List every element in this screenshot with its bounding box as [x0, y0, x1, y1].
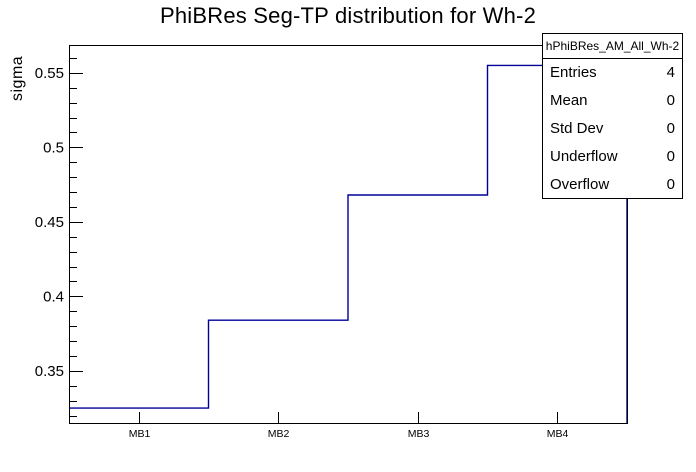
x-tick-label: MB3	[408, 428, 430, 440]
stats-rows: Entries 4 Mean 0 Std Dev 0 Underflow 0 O…	[543, 59, 682, 198]
stats-box: hPhiBRes_AM_All_Wh-2 Entries 4 Mean 0 St…	[542, 33, 683, 199]
y-tick-label: 0.45	[35, 214, 64, 231]
stats-row-entries: Entries 4	[543, 59, 682, 87]
y-tick-label: 0.35	[35, 363, 64, 380]
x-tick-label: MB4	[547, 428, 569, 440]
plot-frame	[69, 45, 628, 424]
y-tick-label: 0.55	[35, 65, 64, 82]
stats-label: Underflow	[550, 147, 618, 165]
stats-row-stddev: Std Dev 0	[543, 115, 682, 143]
stats-label: Overflow	[550, 175, 610, 193]
stats-value: 4	[666, 64, 675, 82]
stats-row-overflow: Overflow 0	[543, 170, 682, 198]
stats-row-underflow: Underflow 0	[543, 142, 682, 170]
stats-label: Std Dev	[550, 119, 604, 137]
plot-title: PhiBRes Seg-TP distribution for Wh-2	[159, 3, 537, 28]
stats-label: Mean	[550, 92, 588, 110]
stats-value: 0	[666, 119, 675, 137]
stats-label: Entries	[550, 64, 597, 82]
stats-value: 0	[666, 92, 675, 110]
x-tick-label: MB1	[129, 428, 151, 440]
stats-value: 0	[666, 175, 675, 193]
y-tick-label: 0.5	[43, 139, 64, 156]
y-tick-label: 0.4	[43, 288, 64, 305]
stats-value: 0	[666, 147, 675, 165]
x-tick-label: MB2	[268, 428, 290, 440]
stats-box-title: hPhiBRes_AM_All_Wh-2	[543, 34, 682, 59]
stats-row-mean: Mean 0	[543, 87, 682, 115]
